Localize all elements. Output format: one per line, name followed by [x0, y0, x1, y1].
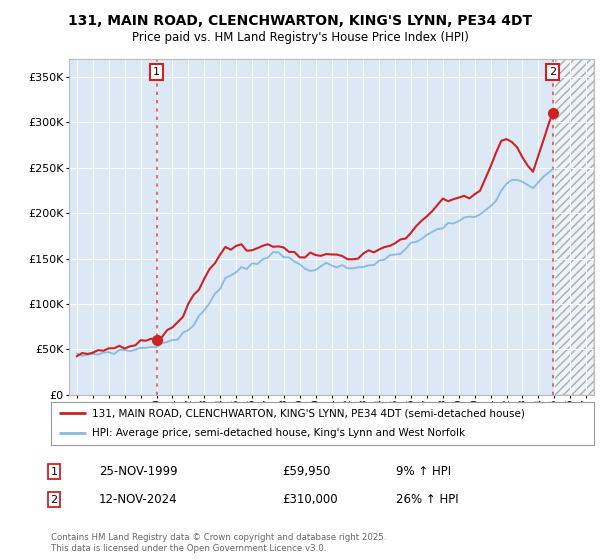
Text: 9% ↑ HPI: 9% ↑ HPI — [396, 465, 451, 478]
Text: Contains HM Land Registry data © Crown copyright and database right 2025.
This d: Contains HM Land Registry data © Crown c… — [51, 533, 386, 553]
Text: 1: 1 — [50, 466, 58, 477]
Text: 1: 1 — [153, 67, 160, 77]
Text: 131, MAIN ROAD, CLENCHWARTON, KING'S LYNN, PE34 4DT (semi-detached house): 131, MAIN ROAD, CLENCHWARTON, KING'S LYN… — [92, 408, 524, 418]
Text: 12-NOV-2024: 12-NOV-2024 — [99, 493, 178, 506]
Text: Price paid vs. HM Land Registry's House Price Index (HPI): Price paid vs. HM Land Registry's House … — [131, 31, 469, 44]
Text: 2: 2 — [50, 494, 58, 505]
Text: 26% ↑ HPI: 26% ↑ HPI — [396, 493, 458, 506]
Text: HPI: Average price, semi-detached house, King's Lynn and West Norfolk: HPI: Average price, semi-detached house,… — [92, 428, 465, 438]
Text: 131, MAIN ROAD, CLENCHWARTON, KING'S LYNN, PE34 4DT: 131, MAIN ROAD, CLENCHWARTON, KING'S LYN… — [68, 14, 532, 28]
Text: £310,000: £310,000 — [282, 493, 338, 506]
Text: 25-NOV-1999: 25-NOV-1999 — [99, 465, 178, 478]
Text: £59,950: £59,950 — [282, 465, 331, 478]
Text: 2: 2 — [549, 67, 556, 77]
